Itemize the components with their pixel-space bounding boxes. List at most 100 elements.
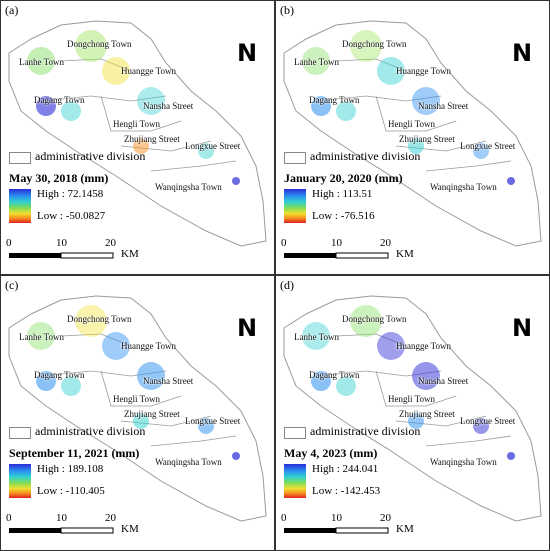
scale-bar	[9, 252, 114, 259]
town-label-lanhe: Lanhe Town	[19, 332, 64, 342]
town-label-wanqingsha: Wanqingsha Town	[430, 182, 497, 192]
scale-tick-20: 20	[105, 512, 116, 524]
study-area-boundary	[283, 295, 542, 522]
town-label-wanqingsha: Wanqingsha Town	[155, 457, 222, 467]
town-label-longxue: Longxue Street	[460, 141, 516, 151]
panel-label: (b)	[280, 3, 294, 17]
scale-bar	[9, 527, 114, 534]
scale-unit: KM	[396, 248, 414, 260]
scale-unit: KM	[121, 248, 139, 260]
map-date-title: May 4, 2023 (mm)	[284, 446, 378, 460]
town-label-zhujiang: Zhujiang Street	[399, 409, 455, 419]
town-label-dagang: Dagang Town	[34, 95, 85, 105]
map-panel-a: (a) Dongchong Town Lanhe Town Huangge To…	[0, 0, 275, 275]
town-label-dagang: Dagang Town	[309, 95, 360, 105]
legend-low: Low : -142.453	[312, 485, 381, 497]
panel-label: (c)	[5, 278, 19, 292]
town-label-longxue: Longxue Street	[185, 416, 241, 426]
map-panel-c: (c) Dongchong Town Lanhe Town Huangge To…	[0, 275, 275, 551]
deformation-pixels	[302, 305, 515, 460]
town-label-huangge: Huangge Town	[121, 341, 176, 351]
legend-high: High : 189.108	[37, 463, 104, 475]
scale-tick-0: 0	[281, 512, 287, 524]
legend-low: Low : -76.516	[312, 210, 375, 222]
study-area-boundary	[283, 20, 542, 247]
division-legend-label: administrative division	[310, 424, 421, 438]
study-area-boundary	[8, 20, 267, 247]
town-label-zhujiang: Zhujiang Street	[124, 134, 180, 144]
legend-high: High : 244.041	[312, 463, 379, 475]
town-label-lanhe: Lanhe Town	[294, 332, 339, 342]
town-label-nansha: Nansha Street	[418, 376, 469, 386]
town-label-dongchong: Dongchong Town	[67, 39, 132, 49]
town-label-nansha: Nansha Street	[418, 101, 469, 111]
map-date-title: May 30, 2018 (mm)	[9, 171, 109, 185]
town-label-huangge: Huangge Town	[396, 66, 451, 76]
scale-bar	[284, 527, 389, 534]
scale-tick-20: 20	[380, 237, 391, 249]
town-label-wanqingsha: Wanqingsha Town	[430, 457, 497, 467]
color-ramp	[284, 189, 306, 223]
town-label-huangge: Huangge Town	[121, 66, 176, 76]
division-legend-swatch	[284, 427, 306, 439]
division-lines	[315, 333, 512, 447]
scale-tick-10: 10	[331, 512, 342, 524]
town-label-dongchong: Dongchong Town	[67, 314, 132, 324]
legend-high: High : 72.1458	[37, 188, 104, 200]
town-label-longxue: Longxue Street	[185, 141, 241, 151]
town-label-nansha: Nansha Street	[143, 101, 194, 111]
division-legend-swatch	[9, 152, 31, 164]
map-panel-b: (b) Dongchong Town Lanhe Town Huangge To…	[275, 0, 550, 275]
deformation-pixels	[302, 30, 515, 185]
north-arrow-icon: N	[237, 314, 258, 342]
study-area-map	[283, 295, 542, 522]
town-label-dongchong: Dongchong Town	[342, 314, 407, 324]
scale-tick-0: 0	[6, 237, 12, 249]
town-label-hengli: Hengli Town	[113, 394, 160, 404]
town-label-dagang: Dagang Town	[34, 370, 85, 380]
study-area-map	[8, 295, 267, 522]
town-label-wanqingsha: Wanqingsha Town	[155, 182, 222, 192]
study-area-map	[8, 20, 267, 247]
division-legend-label: administrative division	[35, 149, 146, 163]
town-label-dagang: Dagang Town	[309, 370, 360, 380]
town-label-hengli: Hengli Town	[388, 119, 435, 129]
map-panel-d: (d) Dongchong Town Lanhe Town Huangge To…	[275, 275, 550, 551]
scale-tick-0: 0	[281, 237, 287, 249]
scale-tick-20: 20	[380, 512, 391, 524]
legend-high: High : 113.51	[312, 188, 373, 200]
scale-tick-10: 10	[56, 512, 67, 524]
north-arrow-icon: N	[237, 39, 258, 67]
study-area-map	[283, 20, 542, 247]
division-legend-swatch	[284, 152, 306, 164]
division-legend-swatch	[9, 427, 31, 439]
color-ramp	[9, 464, 31, 498]
deformation-pixels	[27, 30, 240, 185]
north-arrow-icon: N	[512, 314, 533, 342]
panel-label: (d)	[280, 278, 294, 292]
town-label-dongchong: Dongchong Town	[342, 39, 407, 49]
division-lines	[315, 58, 512, 172]
town-label-lanhe: Lanhe Town	[19, 57, 64, 67]
town-label-nansha: Nansha Street	[143, 376, 194, 386]
town-label-hengli: Hengli Town	[113, 119, 160, 129]
division-legend-label: administrative division	[310, 149, 421, 163]
scale-tick-10: 10	[56, 237, 67, 249]
map-date-title: January 20, 2020 (mm)	[284, 171, 403, 185]
legend-low: Low : -110.405	[37, 485, 105, 497]
scale-bar	[284, 252, 389, 259]
scale-tick-10: 10	[331, 237, 342, 249]
town-label-lanhe: Lanhe Town	[294, 57, 339, 67]
town-label-zhujiang: Zhujiang Street	[124, 409, 180, 419]
color-ramp	[9, 189, 31, 223]
scale-tick-0: 0	[6, 512, 12, 524]
town-label-longxue: Longxue Street	[460, 416, 516, 426]
north-arrow-icon: N	[512, 39, 533, 67]
scale-unit: KM	[121, 523, 139, 535]
panel-label: (a)	[5, 3, 19, 17]
deformation-pixels	[27, 305, 240, 460]
division-legend-label: administrative division	[35, 424, 146, 438]
map-date-title: September 11, 2021 (mm)	[9, 446, 140, 460]
town-label-zhujiang: Zhujiang Street	[399, 134, 455, 144]
legend-low: Low : -50.0827	[37, 210, 106, 222]
